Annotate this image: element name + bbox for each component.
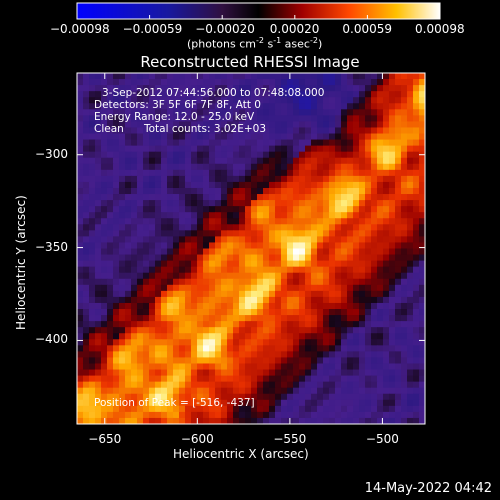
colorbar-tick-label: −0.00098 <box>50 22 110 36</box>
timestamp: 14-May-2022 04:42 <box>364 481 492 496</box>
colorbar-tick-label: 0.00059 <box>342 22 393 36</box>
heatmap-image <box>77 73 425 424</box>
chart-title: Reconstructed RHESSI Image <box>140 53 360 71</box>
time-range-text: 3-Sep-2012 07:44:56.000 to 07:48:08.000 <box>102 87 325 99</box>
x-tick-label: −550 <box>273 432 307 446</box>
x-tick-label: −650 <box>88 432 122 446</box>
colorbar-ticks <box>76 15 441 19</box>
x-tick-label: −600 <box>180 432 214 446</box>
colorbar-tick-label: 0.00098 <box>415 22 465 36</box>
colorbar-tick-label: −0.00059 <box>122 22 183 36</box>
axis-ticks <box>77 73 425 424</box>
method-text: Clean <box>94 123 124 135</box>
x-axis-label: Heliocentric X (arcsec) <box>173 447 309 461</box>
colorbar <box>76 2 441 20</box>
y-tick-label: −300 <box>35 146 68 161</box>
colorbar-tick-label: −0.00020 <box>195 22 255 36</box>
colorbar-tick-label: 0.00020 <box>269 22 320 36</box>
energy-range-text: Energy Range: 12.0 - 25.0 keV <box>94 111 255 123</box>
x-tick-label: −500 <box>365 432 399 446</box>
peak-position-text: Position of Peak = [-516, -437] <box>94 397 255 409</box>
y-tick-label: −350 <box>35 239 68 254</box>
total-counts-text: Total counts: 3.02E+03 <box>144 123 267 135</box>
detectors-text: Detectors: 3F 5F 6F 7F 8F, Att 0 <box>94 99 261 111</box>
colorbar-unit-label: (photons cm-2 s-1 asec-2) <box>187 36 323 51</box>
y-tick-label: −400 <box>35 332 68 347</box>
plot-frame <box>76 72 426 425</box>
y-axis-label: Heliocentric Y (arcsec) <box>14 195 28 330</box>
